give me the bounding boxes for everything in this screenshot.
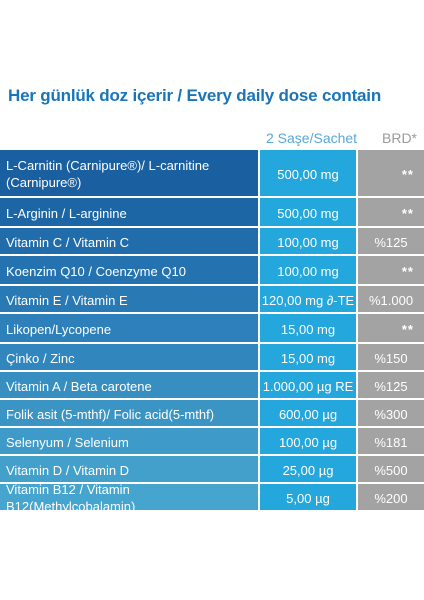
ingredient-amount: 100,00 mg — [260, 228, 356, 256]
ingredient-name: Vitamin D / Vitamin D — [0, 456, 258, 484]
ingredient-brd: %500 — [358, 456, 424, 484]
table-row: Vitamin D / Vitamin D 25,00 µg %500 — [0, 456, 424, 484]
ingredient-brd: %125 — [358, 372, 424, 400]
table-row: Vitamin B12 / Vitamin B12(Methylcobalami… — [0, 482, 424, 514]
nutrition-table: L-Carnitin (Carnipure®)/ L-carnitine (Ca… — [0, 150, 424, 514]
ingredient-brd: %181 — [358, 428, 424, 456]
table-row: Koenzim Q10 / Coenzyme Q10 100,00 mg ** — [0, 256, 424, 286]
table-row: Çinko / Zinc 15,00 mg %150 — [0, 344, 424, 372]
ingredient-name: Selenyum / Selenium — [0, 428, 258, 456]
table-row: Vitamin E / Vitamin E 120,00 mg ∂-TE %1.00… — [0, 286, 424, 314]
ingredient-brd: ** — [358, 150, 424, 198]
page-title: Her günlük doz içerir / Every daily dose… — [8, 86, 382, 105]
row-divider — [0, 342, 424, 344]
row-divider — [0, 254, 424, 256]
ingredient-brd: %200 — [358, 484, 424, 512]
ingredient-name: Vitamin B12 / Vitamin B12(Methylcobalami… — [0, 482, 258, 514]
ingredient-brd: %125 — [358, 228, 424, 256]
row-divider — [0, 454, 424, 456]
row-divider — [0, 312, 424, 314]
ingredient-amount: 15,00 mg — [260, 344, 356, 372]
ingredient-amount: 500,00 mg — [260, 150, 356, 198]
row-divider — [0, 226, 424, 228]
ingredient-name: Likopen/Lycopene — [0, 314, 258, 344]
ingredient-amount: 1.000,00 µg RE — [260, 372, 356, 400]
ingredient-brd: ** — [358, 256, 424, 286]
ingredient-name: Vitamin E / Vitamin E — [0, 286, 258, 314]
row-divider — [0, 196, 424, 198]
table-row: L-Arginin / L-arginine 500,00 mg ** — [0, 198, 424, 228]
row-divider — [0, 510, 424, 512]
ingredient-brd: ** — [358, 314, 424, 344]
ingredient-amount: 25,00 µg — [260, 456, 356, 484]
table-row: Likopen/Lycopene 15,00 mg ** — [0, 314, 424, 344]
ingredient-amount: 5,00 µg — [260, 484, 356, 512]
column-header-sachet: 2 Saşe/Sachet — [266, 130, 358, 146]
table-row: Vitamin A / Beta carotene 1.000,00 µg RE%… — [0, 372, 424, 400]
ingredient-name: Koenzim Q10 / Coenzyme Q10 — [0, 256, 258, 286]
table-row: Folik asit (5-mthf)/ Folic acid(5-mthf) 6… — [0, 400, 424, 428]
ingredient-name: L-Carnitin (Carnipure®)/ L-carnitine (Ca… — [0, 150, 258, 198]
table-row: Selenyum / Selenium 100,00 µg %181 — [0, 428, 424, 456]
ingredient-amount: 120,00 mg ∂-TE — [260, 286, 356, 314]
ingredient-name: L-Arginin / L-arginine — [0, 198, 258, 228]
ingredient-amount: 600,00 µg — [260, 400, 356, 428]
ingredient-amount: 100,00 µg — [260, 428, 356, 456]
column-header-brd: BRD* — [382, 130, 418, 146]
ingredient-brd: ** — [358, 198, 424, 228]
row-divider — [0, 284, 424, 286]
table-row: Vitamin C / Vitamin C 100,00 mg %125 — [0, 228, 424, 256]
row-divider — [0, 426, 424, 428]
ingredient-brd: %150 — [358, 344, 424, 372]
ingredient-name: Vitamin A / Beta carotene — [0, 372, 258, 400]
ingredient-name: Çinko / Zinc — [0, 344, 258, 372]
ingredient-brd: %1.000 — [358, 286, 424, 314]
ingredient-brd: %300 — [358, 400, 424, 428]
ingredient-amount: 100,00 mg — [260, 256, 356, 286]
ingredient-name: Vitamin C / Vitamin C — [0, 228, 258, 256]
ingredient-amount: 500,00 mg — [260, 198, 356, 228]
table-row: L-Carnitin (Carnipure®)/ L-carnitine (Ca… — [0, 150, 424, 198]
row-divider — [0, 398, 424, 400]
ingredient-name: Folik asit (5-mthf)/ Folic acid(5-mthf) — [0, 400, 258, 428]
row-divider — [0, 370, 424, 372]
row-divider — [0, 482, 424, 484]
ingredient-amount: 15,00 mg — [260, 314, 356, 344]
